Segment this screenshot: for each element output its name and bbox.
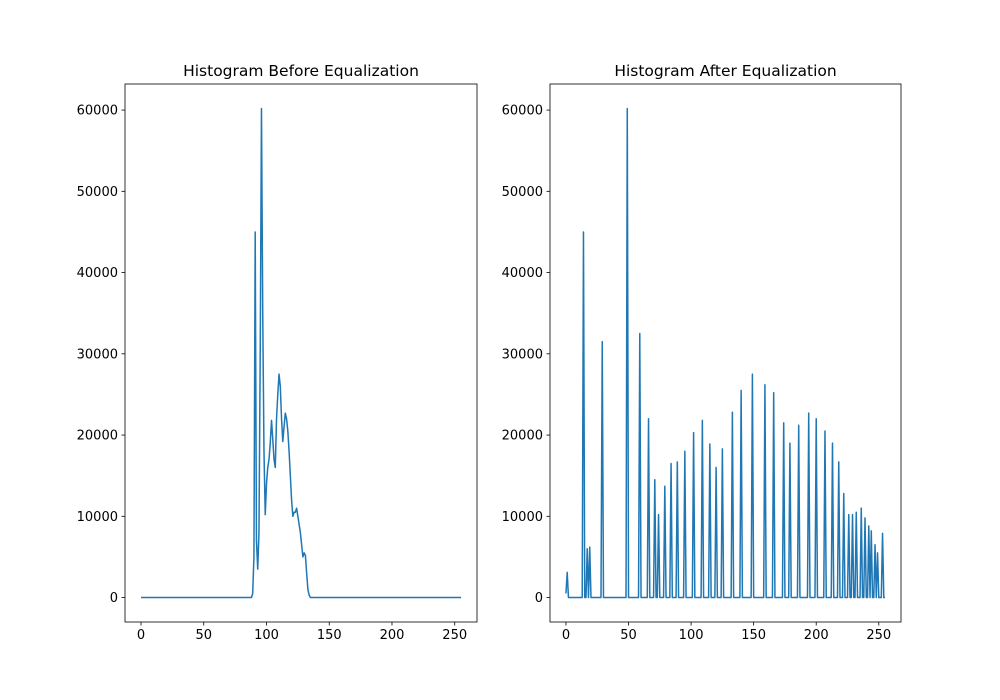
x-tick-label: 150	[317, 628, 342, 643]
axes-frame	[549, 83, 902, 623]
y-tick-label: 0	[535, 591, 543, 606]
y-tick-label: 0	[110, 591, 118, 606]
x-tick-label: 150	[741, 628, 766, 643]
x-tick-label: 50	[620, 628, 637, 643]
axes-frame	[124, 83, 478, 623]
y-tick-label: 20000	[77, 429, 118, 444]
x-tick-label: 100	[679, 628, 704, 643]
y-tick-label: 30000	[77, 347, 118, 362]
y-tick-label: 20000	[502, 429, 543, 444]
x-tick-label: 0	[137, 628, 145, 643]
data-line	[565, 107, 886, 599]
chart-title: Histogram After Equalization	[614, 62, 836, 80]
y-tick-label: 30000	[502, 347, 543, 362]
y-tick-label: 10000	[502, 510, 543, 525]
y-tick-label: 40000	[502, 266, 543, 281]
y-tick-label: 60000	[502, 104, 543, 119]
y-tick-label: 40000	[77, 266, 118, 281]
chart-title: Histogram Before Equalization	[183, 62, 419, 80]
x-tick-label: 100	[254, 628, 279, 643]
x-tick-label: 200	[804, 628, 829, 643]
y-tick-label: 10000	[77, 510, 118, 525]
data-line	[141, 107, 461, 599]
y-tick-label: 50000	[77, 185, 118, 200]
x-tick-label: 200	[380, 628, 405, 643]
y-tick-label: 60000	[77, 104, 118, 119]
y-tick-label: 50000	[502, 185, 543, 200]
x-tick-label: 0	[562, 628, 570, 643]
x-tick-label: 50	[195, 628, 212, 643]
x-tick-label: 250	[442, 628, 467, 643]
x-tick-label: 250	[866, 628, 891, 643]
